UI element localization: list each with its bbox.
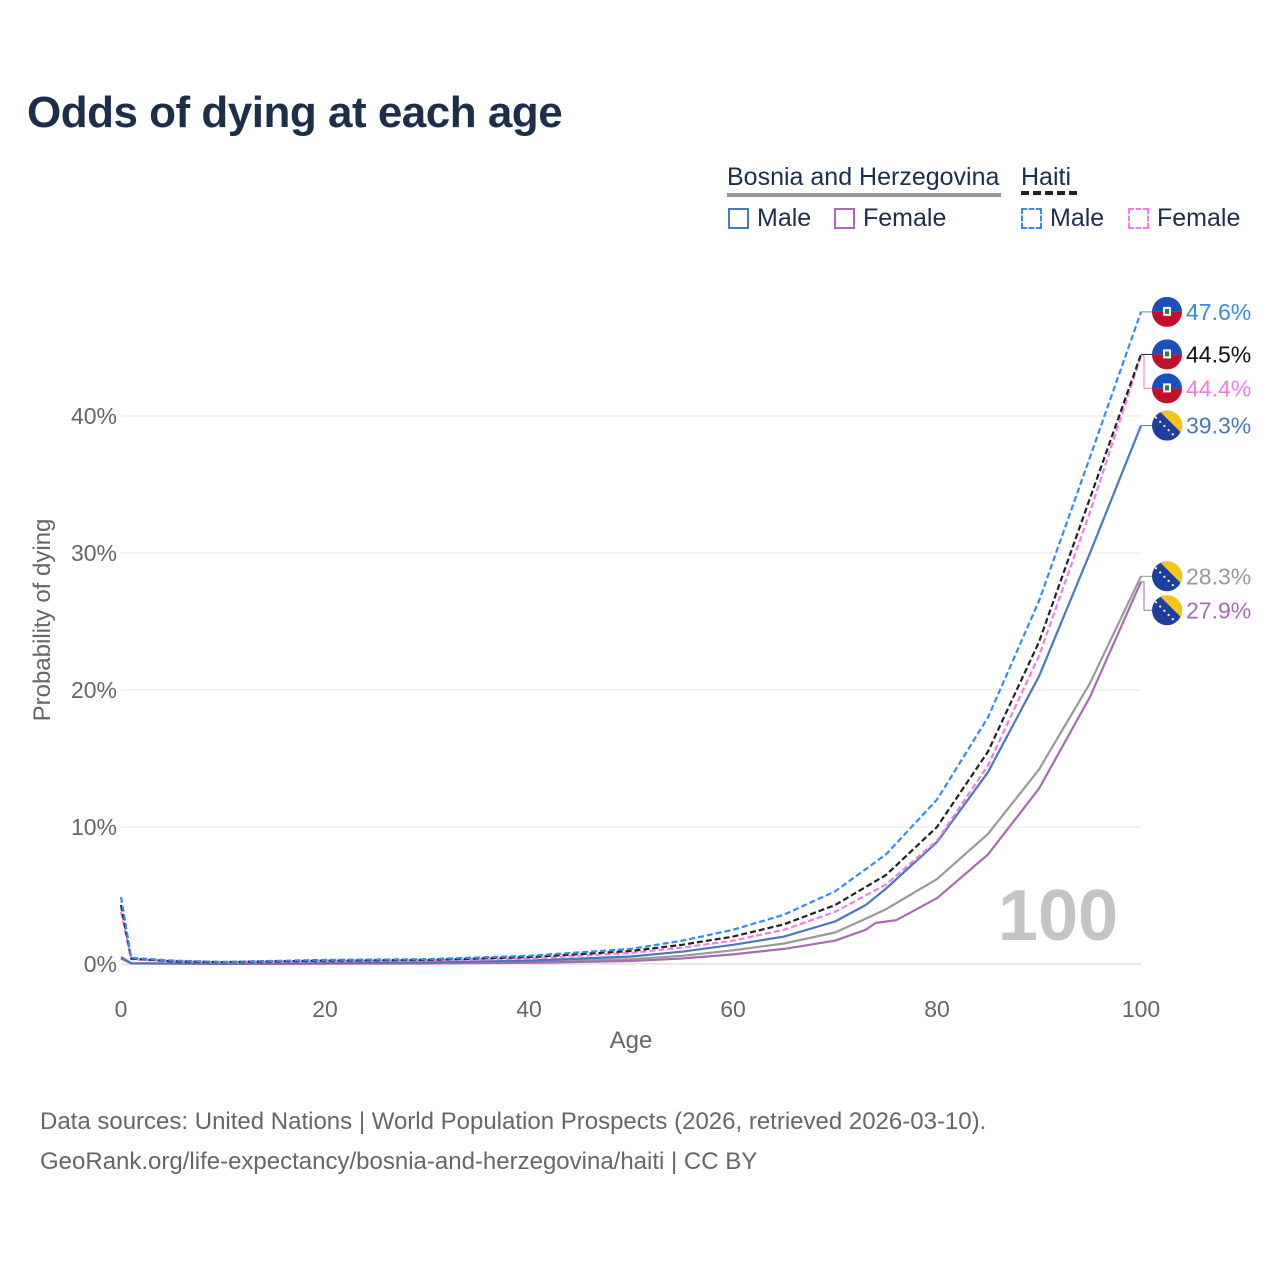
y-axis-label: Probability of dying	[29, 519, 56, 722]
legend-swatch	[1128, 208, 1149, 229]
haiti-flag-icon	[1152, 373, 1182, 404]
haiti-flag-icon	[1152, 296, 1182, 327]
series-lines	[119, 311, 1143, 965]
haiti-flag-icon	[1152, 339, 1182, 370]
legend-label: Male	[1050, 204, 1105, 232]
legend-group-haiti[interactable]: Haiti	[1021, 163, 1072, 191]
y-tick-label: 20%	[71, 677, 117, 703]
bosnia-flag-icon	[1152, 410, 1182, 441]
y-axis-ticks: 0% 10% 20% 30% 40%	[71, 403, 117, 977]
x-axis-label: Age	[610, 1027, 653, 1054]
y-tick-label: 30%	[71, 540, 117, 566]
end-labels: 47.6% 44.5% 44.4% 39.3% 28.3% 27.9%	[1141, 296, 1251, 626]
line-chart: 0% 10% 20% 30% 40% 0 20 40 60 80 100 100 47.6% 44.…	[29, 296, 1251, 1054]
end-label: 27.9%	[1186, 597, 1251, 623]
legend-item-bosnia-female[interactable]: Female	[834, 204, 946, 233]
legend-group-bosnia-underline	[727, 193, 1001, 197]
chart-title: Odds of dying at each age	[27, 88, 563, 137]
legend-group-bosnia[interactable]: Bosnia and Herzegovina	[727, 163, 1000, 191]
end-label-connector	[1141, 581, 1153, 611]
series-line-haiti-male[interactable]	[119, 311, 1143, 963]
x-tick-label: 60	[720, 996, 746, 1022]
end-label: 44.5%	[1186, 341, 1251, 367]
legend-swatch	[728, 208, 749, 229]
legend: Bosnia and Herzegovina Haiti Male Female…	[0, 0, 1280, 260]
source-link[interactable]: GeoRank.org/life-expectancy/bosnia-and-h…	[40, 1148, 758, 1175]
legend-swatch	[1021, 208, 1042, 229]
y-tick-label: 40%	[71, 403, 117, 429]
legend-label: Female	[1157, 204, 1241, 232]
bosnia-flag-icon	[1152, 595, 1182, 626]
end-label-connector	[1141, 355, 1153, 389]
legend-label: Female	[863, 204, 947, 232]
y-tick-label: 0%	[84, 951, 117, 977]
legend-item-haiti-male[interactable]: Male	[1021, 204, 1104, 233]
series-line-haiti-female[interactable]	[119, 355, 1143, 964]
source-line-1: Data sources: United Nations | World Pop…	[40, 1108, 987, 1135]
x-axis-ticks: 0 20 40 60 80 100	[115, 996, 1161, 1022]
grid-lines	[121, 415, 1141, 965]
legend-label: Male	[757, 204, 812, 232]
series-line-haiti-total-[interactable]	[119, 354, 1143, 964]
x-tick-label: 80	[924, 996, 950, 1022]
y-tick-label: 10%	[71, 814, 117, 840]
legend-group-haiti-underline	[1021, 191, 1077, 195]
x-tick-label: 0	[115, 996, 128, 1022]
legend-swatch	[834, 208, 855, 229]
end-label: 44.4%	[1186, 375, 1251, 401]
series-line-bosnia-and-herzegovina-male[interactable]	[120, 425, 1143, 965]
end-label: 28.3%	[1186, 563, 1251, 589]
legend-item-bosnia-male[interactable]: Male	[728, 204, 811, 233]
x-tick-label: 40	[516, 996, 542, 1022]
bosnia-flag-icon	[1152, 561, 1182, 592]
end-label: 39.3%	[1186, 413, 1251, 439]
age-watermark: 100	[998, 876, 1118, 956]
end-label: 47.6%	[1186, 299, 1251, 325]
x-tick-label: 20	[312, 996, 338, 1022]
x-tick-label: 100	[1122, 996, 1160, 1022]
legend-item-haiti-female[interactable]: Female	[1128, 204, 1240, 233]
